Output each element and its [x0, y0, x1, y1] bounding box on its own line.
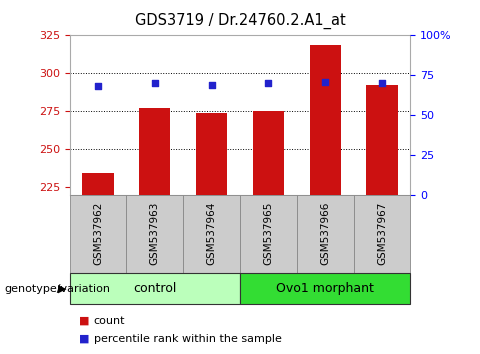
Point	[208, 82, 216, 87]
Text: GDS3719 / Dr.24760.2.A1_at: GDS3719 / Dr.24760.2.A1_at	[134, 12, 346, 29]
Bar	[366, 85, 397, 195]
Text: ■: ■	[79, 334, 90, 344]
Text: GSM537962: GSM537962	[93, 202, 103, 266]
Text: Ovo1 morphant: Ovo1 morphant	[276, 282, 374, 295]
Text: genotype/variation: genotype/variation	[5, 284, 111, 293]
Point	[264, 80, 272, 86]
Text: GSM537964: GSM537964	[206, 202, 216, 266]
Bar	[253, 111, 284, 195]
Text: GSM537967: GSM537967	[377, 202, 387, 266]
Text: control: control	[133, 282, 177, 295]
Point	[321, 79, 329, 84]
Point	[94, 84, 102, 89]
Bar	[139, 108, 170, 195]
Text: GSM537966: GSM537966	[320, 202, 330, 266]
Text: percentile rank within the sample: percentile rank within the sample	[94, 334, 281, 344]
Text: ▶: ▶	[58, 284, 67, 293]
Text: ■: ■	[79, 315, 90, 326]
Point	[378, 80, 386, 86]
Bar	[310, 45, 341, 195]
Bar	[196, 113, 227, 195]
Text: GSM537963: GSM537963	[150, 202, 160, 266]
Point	[151, 80, 158, 86]
Text: count: count	[94, 315, 125, 326]
Text: GSM537965: GSM537965	[264, 202, 274, 266]
Bar	[83, 173, 114, 195]
